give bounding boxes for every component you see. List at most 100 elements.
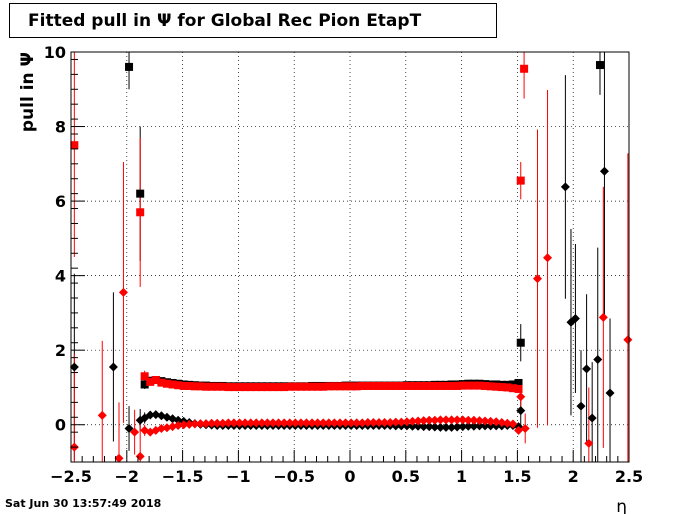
data-point-diamond [130,427,140,437]
data-point-diamond [480,421,490,431]
data-point-diamond [385,417,395,427]
data-point-diamond [424,422,434,432]
data-point-diamond [357,418,367,428]
data-point-square [207,382,216,391]
data-point-square [425,381,434,390]
data-point-square [352,382,361,391]
data-point-square [516,338,525,347]
data-point-diamond [296,418,306,428]
data-point-diamond [313,418,323,428]
data-point-diamond [135,451,145,461]
y-tick-label: 10 [44,43,66,62]
data-point-square [514,384,523,393]
x-tick-label: −1 [226,467,251,486]
data-point-diamond [118,287,128,297]
data-point-diamond [257,418,267,428]
data-point-diamond [251,418,261,428]
data-point-diamond [447,422,457,432]
data-point-diamond [391,417,401,427]
data-point-square [136,208,145,217]
y-tick-label: 2 [55,341,66,360]
data-point-square [162,379,171,388]
data-point-square [291,382,300,391]
data-point-diamond [402,417,412,427]
data-point-square [458,381,467,390]
data-point-square [419,381,428,390]
data-point-diamond [190,419,200,429]
data-point-diamond [69,362,79,372]
data-point-diamond [441,422,451,432]
data-point-diamond [235,418,245,428]
data-point-diamond [491,417,501,427]
data-point-square [218,382,227,391]
data-point-square [486,382,495,391]
data-point-diamond [532,274,542,284]
x-tick-label: 0.5 [392,467,420,486]
data-point-diamond [329,418,339,428]
data-point-square [319,382,328,391]
data-point-diamond [407,421,417,431]
data-point-diamond [502,418,512,428]
data-point-diamond [324,418,334,428]
data-point-diamond [486,416,496,426]
data-point-square [274,383,283,392]
data-point-square [380,381,389,390]
data-point-square [369,381,378,390]
data-point-diamond [480,416,490,426]
data-point-diamond [229,418,239,428]
data-point-diamond [240,418,250,428]
data-point-square [503,383,512,392]
data-point-diamond [584,438,594,448]
data-point-diamond [469,415,479,425]
data-point-diamond [605,388,615,398]
data-point-square [185,381,194,390]
data-point-square [285,382,294,391]
y-axis-label: pull in Ψ [18,52,38,132]
data-point-square [324,382,333,391]
data-point-square [469,381,478,390]
data-point-square [213,382,222,391]
data-point-square [408,381,417,390]
data-point-diamond [274,418,284,428]
data-point-diamond [380,417,390,427]
data-point-square [447,381,456,390]
data-point-square [453,381,462,390]
data-point-diamond [463,421,473,431]
data-point-square [296,382,305,391]
data-point-square [481,381,490,390]
x-tick-label: 1.5 [503,467,531,486]
tick-labels: −2.5 −2 −1.5 −1 −0.5 0 0.5 1 1.5 2 2.5 0 2 4 6 8 10 [44,43,643,486]
data-point-square [330,382,339,391]
data-point-square [414,381,423,390]
data-point-diamond [246,418,256,428]
data-point-square [402,381,411,390]
y-tick-label: 6 [55,192,66,211]
data-point-diamond [424,415,434,425]
data-point-diamond [301,418,311,428]
data-point-diamond [145,410,155,420]
data-point-diamond [407,416,417,426]
data-point-diamond [363,417,373,427]
data-point-diamond [413,421,423,431]
data-point-square [257,383,266,392]
axis-ticks [70,51,630,463]
data-point-diamond [520,423,530,433]
data-point-diamond [307,418,317,428]
data-point-diamond [352,418,362,428]
data-point-diamond [435,422,445,432]
data-point-square [174,381,183,390]
data-point-diamond [262,418,272,428]
data-point-diamond [508,419,518,429]
data-point-square [313,382,322,391]
data-point-square [235,383,244,392]
data-point-square [520,64,529,73]
data-point-square [302,382,311,391]
data-point-diamond [458,415,468,425]
data-point-square [136,189,145,198]
data-point-square [241,383,250,392]
data-point-diamond [516,406,526,416]
data-point-square [263,383,272,392]
data-point-diamond [543,253,553,263]
data-point-square [224,383,233,392]
